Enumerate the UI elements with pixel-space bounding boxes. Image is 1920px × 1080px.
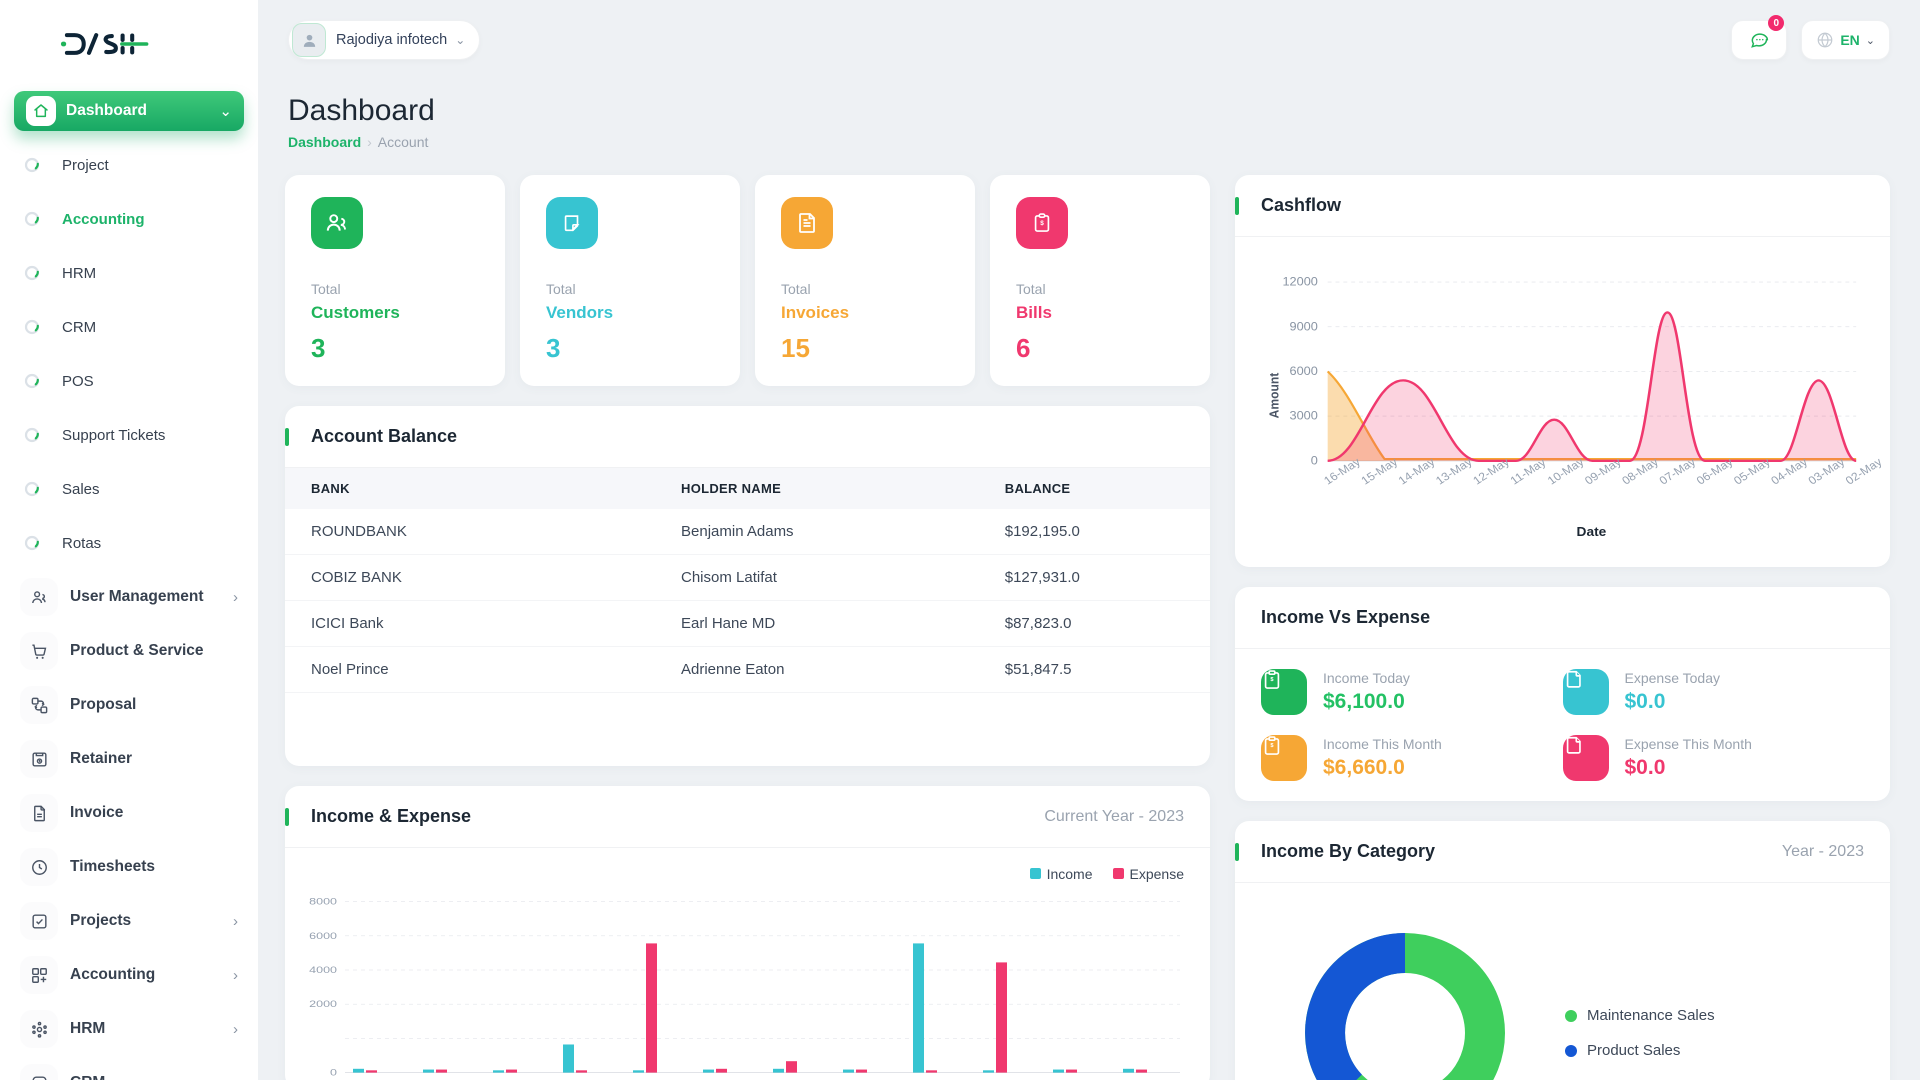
- svg-text:0: 0: [1311, 454, 1318, 467]
- svg-text:9000: 9000: [1290, 320, 1319, 333]
- svg-text:6000: 6000: [309, 931, 337, 941]
- svg-text:3000: 3000: [1290, 409, 1319, 422]
- svg-text:12000: 12000: [1282, 275, 1318, 288]
- svg-text:$: $: [1270, 743, 1274, 749]
- svg-text:2000: 2000: [309, 1000, 337, 1010]
- svg-text:Date: Date: [1577, 524, 1607, 538]
- svg-text:4000: 4000: [309, 965, 337, 975]
- svg-text:6000: 6000: [1290, 365, 1319, 378]
- svg-text:$: $: [1040, 220, 1044, 227]
- svg-text:0: 0: [330, 1068, 337, 1078]
- svg-text:8000: 8000: [309, 897, 337, 907]
- svg-text:$: $: [1270, 677, 1274, 683]
- svg-text:Amount: Amount: [1267, 372, 1282, 418]
